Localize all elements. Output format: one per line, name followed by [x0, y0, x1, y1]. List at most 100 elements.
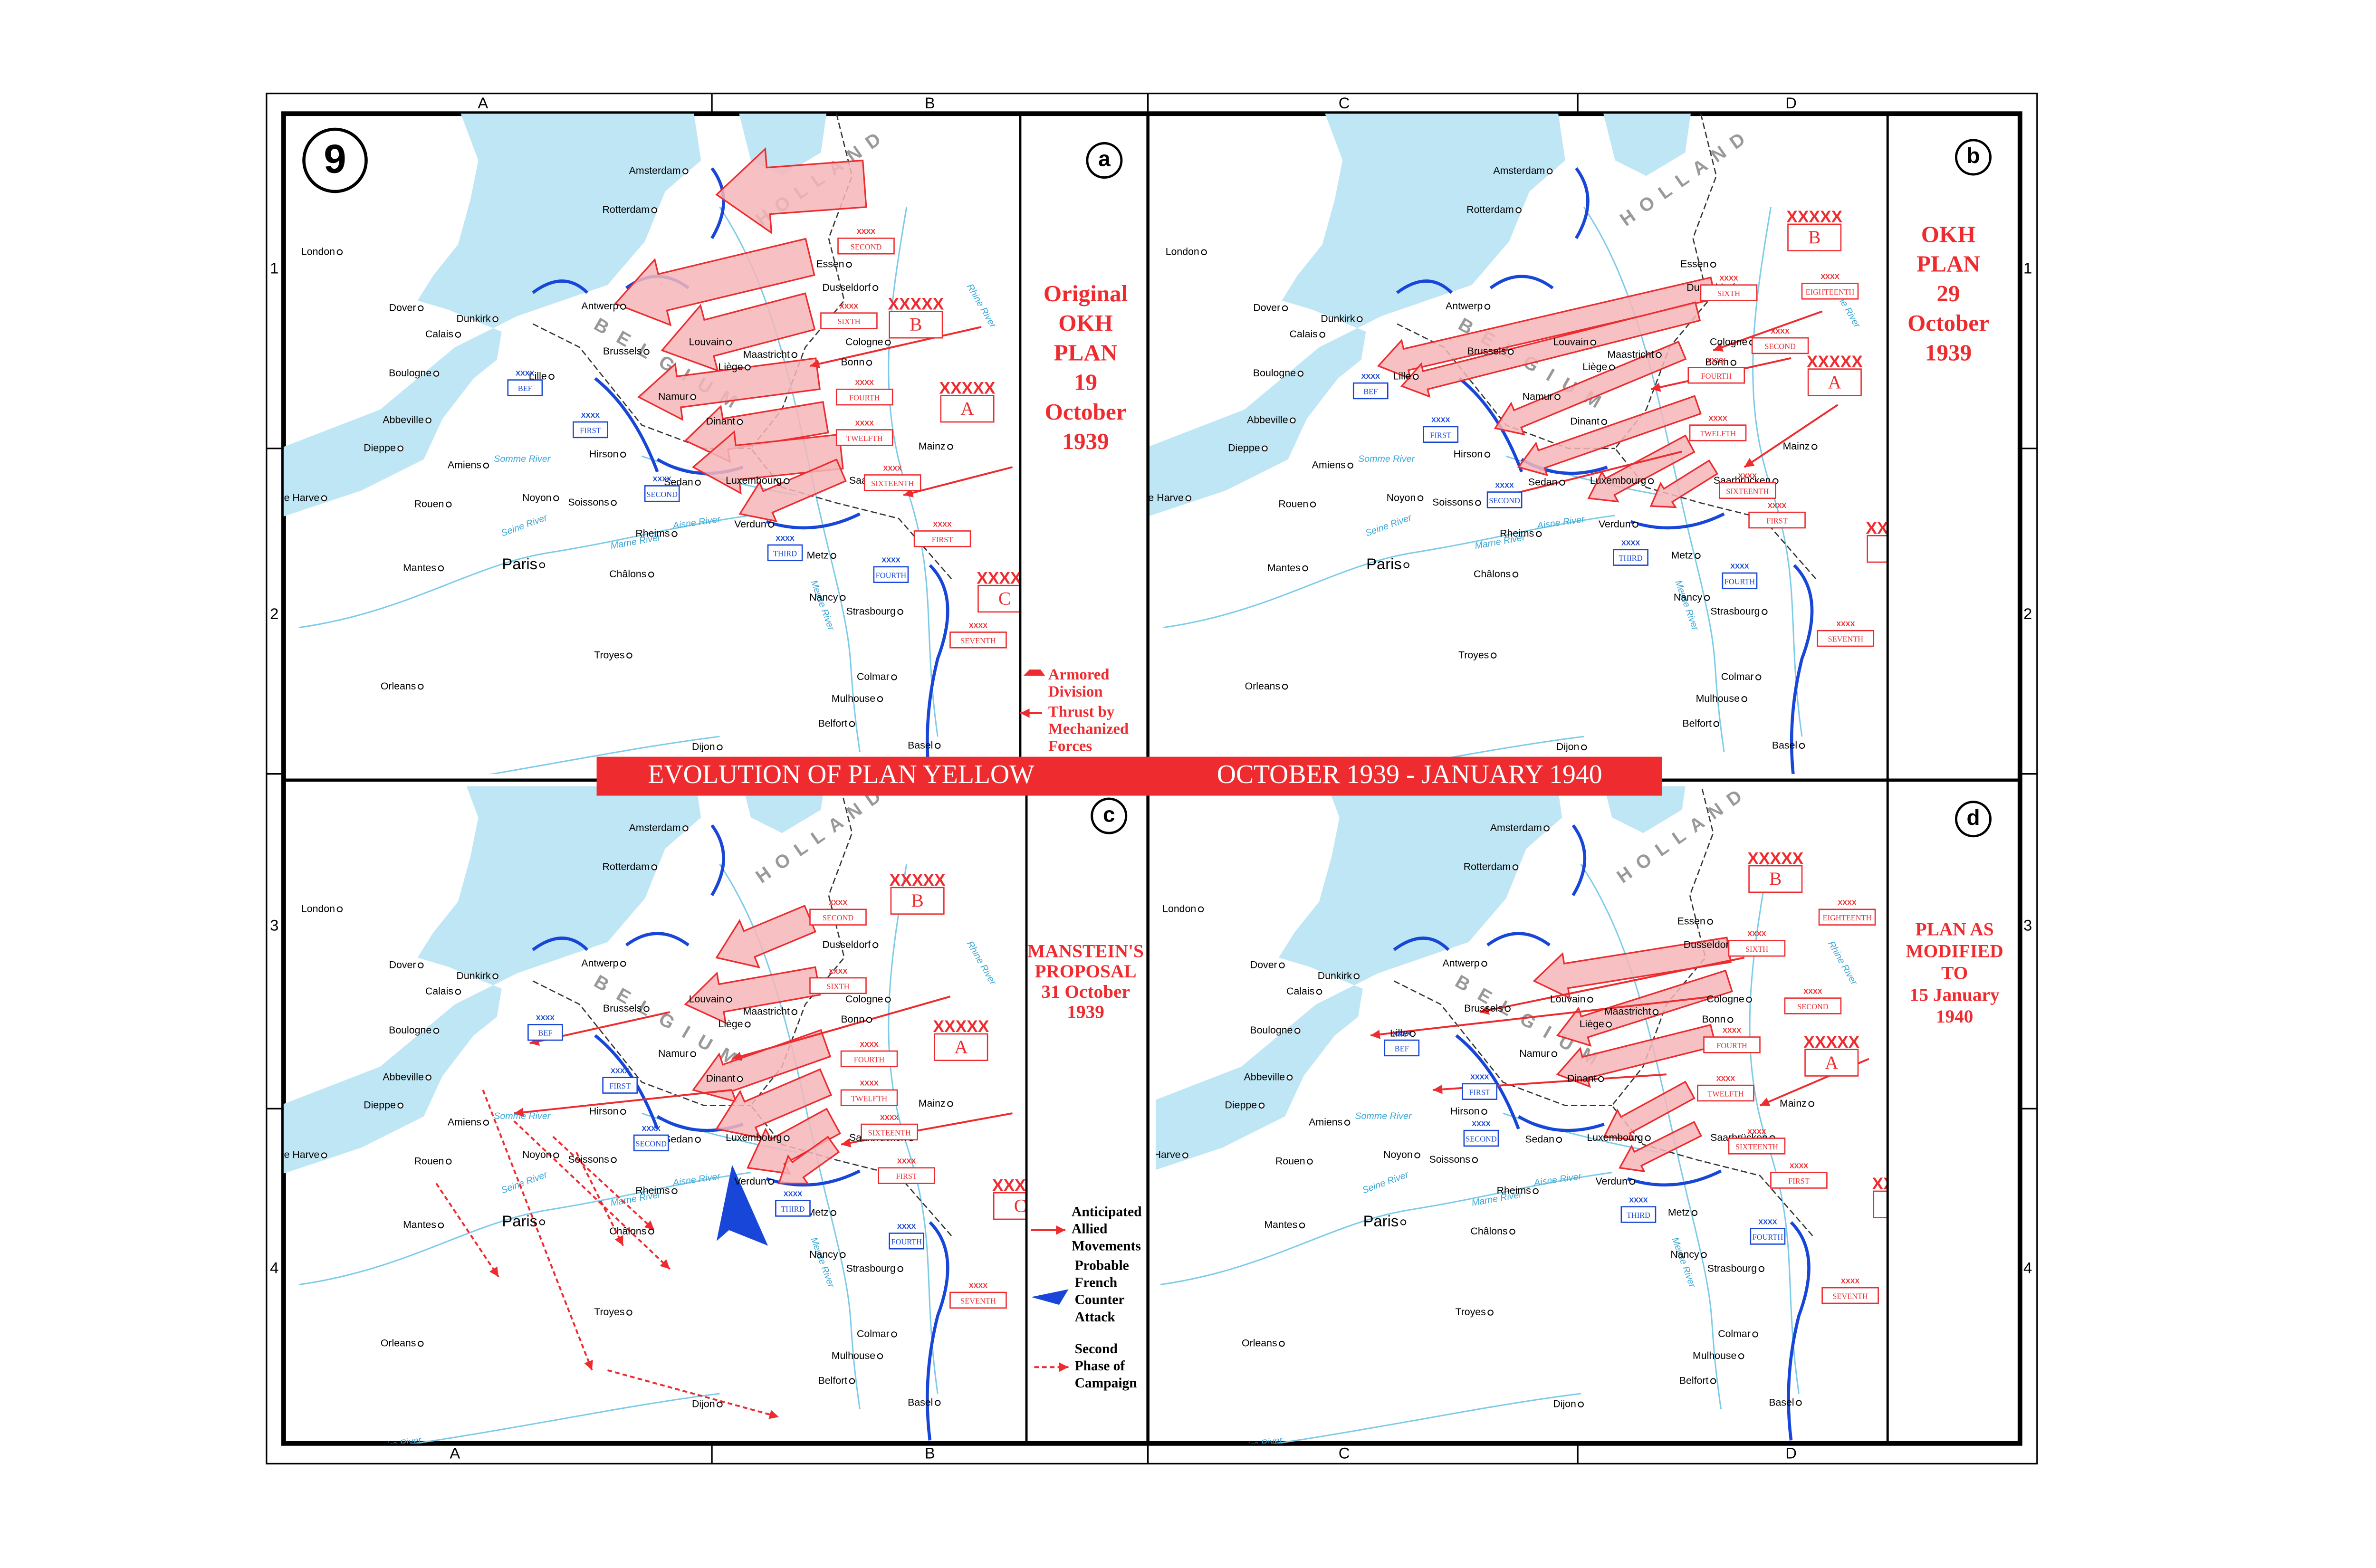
- legend-label: Second: [1075, 1341, 1118, 1357]
- city-marker: [1601, 419, 1608, 425]
- allied-front: [1458, 377, 1523, 473]
- unit-name: FOURTH: [1753, 1233, 1783, 1242]
- city-label: Calais: [1286, 985, 1314, 997]
- thrust-arrow: [684, 966, 821, 1024]
- city-marker: [553, 495, 559, 501]
- plan-caption: 1939: [1067, 1001, 1104, 1022]
- city-label: Cologne: [845, 993, 883, 1004]
- unit-name: FIRST: [1766, 516, 1788, 526]
- allied-front: [926, 564, 949, 774]
- movement-line: [575, 1152, 624, 1246]
- city-marker: [897, 1266, 903, 1272]
- city-label: Belfort: [1679, 1375, 1709, 1386]
- city-label: Dinant: [1570, 416, 1600, 427]
- city-label: Amsterdam: [629, 165, 681, 176]
- unit-name: TWELFTH: [851, 1094, 888, 1103]
- city-marker: [1656, 352, 1662, 358]
- city-label: Liège: [718, 361, 743, 373]
- unit-box: [809, 977, 867, 994]
- movement-line: [1495, 450, 1683, 499]
- city-marker: [1710, 1378, 1716, 1384]
- city-label: Calais: [1290, 328, 1318, 340]
- river: [489, 736, 720, 774]
- city-label: Orleans: [1245, 680, 1281, 692]
- unit-echelon: XXXXX: [939, 379, 996, 398]
- unit-echelon: XXXX: [1470, 1074, 1489, 1081]
- unit-echelon: XXXXX: [992, 1176, 1048, 1195]
- city-label: Châlons: [1474, 568, 1511, 580]
- thrust-arrow: [715, 1068, 833, 1139]
- city-label: Noyon: [522, 1149, 552, 1160]
- city-marker: [885, 996, 891, 1003]
- unit-echelon: XXXX: [1836, 621, 1855, 628]
- arrowhead: [514, 1108, 524, 1117]
- city-label: Bonn: [841, 356, 864, 368]
- city-marker: [1299, 1222, 1305, 1229]
- unit-box: [873, 566, 909, 583]
- city-marker: [1609, 364, 1615, 371]
- city-marker: [1297, 371, 1304, 377]
- city-label: Paris: [502, 555, 537, 573]
- unit-box: [1728, 940, 1786, 957]
- legend-label: Campaign: [1075, 1376, 1137, 1391]
- city-label: Bonn: [1705, 356, 1729, 368]
- city-label: Noyon: [1387, 492, 1416, 503]
- map-number-circle: [302, 127, 368, 193]
- unit-box: [1463, 1129, 1499, 1147]
- city-label: Dunkirk: [457, 970, 491, 981]
- legend-label: Phase of: [1075, 1358, 1126, 1374]
- unit-box: [993, 1192, 1027, 1220]
- thrust-arrow: [661, 292, 816, 372]
- unit-box: [934, 1033, 988, 1061]
- city-marker: [1487, 1310, 1494, 1316]
- city-label: Orleans: [1242, 1338, 1277, 1349]
- unit-name: SIXTEENTH: [868, 1128, 911, 1137]
- city-label: Orleans: [381, 1338, 416, 1349]
- city-marker: [768, 1179, 774, 1185]
- city-marker: [539, 1219, 546, 1225]
- unit-name: B: [1808, 227, 1820, 248]
- city-marker: [745, 1022, 751, 1028]
- legend-label: Probable: [1075, 1258, 1129, 1273]
- unit-name: EIGHTEENTH: [1806, 287, 1855, 296]
- city-marker: [1290, 417, 1296, 424]
- river-label: Somme River: [1355, 1111, 1412, 1121]
- plan-caption: October: [1045, 399, 1127, 425]
- unit-box: [889, 1233, 925, 1250]
- city-label: Louvain: [1553, 336, 1589, 348]
- unit-name: SIXTEENTH: [1735, 1142, 1778, 1151]
- panel-letter: a: [1098, 146, 1111, 171]
- legend-label: Attack: [1075, 1310, 1116, 1325]
- unit-echelon: XXXX: [1747, 930, 1766, 938]
- unit-echelon: XXXX: [1771, 328, 1789, 335]
- city-marker: [1302, 565, 1308, 572]
- map-number: 9: [324, 136, 346, 182]
- city-label: Bonn: [1702, 1013, 1726, 1025]
- unit-box: [1486, 491, 1523, 508]
- city-label: Maastricht: [1604, 1006, 1651, 1017]
- city-label: Luxembourg: [1587, 1132, 1643, 1143]
- panel-letter: b: [1966, 143, 1980, 168]
- city-label: Nancy: [809, 592, 838, 603]
- unit-name: SEVENTH: [1832, 1292, 1868, 1301]
- unit-box: [840, 1050, 898, 1068]
- unit-name: A: [960, 398, 974, 419]
- city-marker: [737, 1076, 743, 1082]
- city-label: Calais: [425, 985, 453, 997]
- arrowhead: [1059, 1362, 1069, 1372]
- unit-echelon: XXXX: [881, 557, 900, 564]
- city-marker: [1799, 743, 1805, 749]
- unit-box: [767, 544, 803, 562]
- city-label: Amiens: [448, 459, 481, 470]
- city-marker: [1316, 989, 1322, 995]
- city-marker: [1344, 1119, 1351, 1126]
- unit-echelon: XXXX: [653, 476, 671, 483]
- city-marker: [626, 1310, 632, 1316]
- unit-box: [633, 1134, 669, 1152]
- river: [1163, 515, 1615, 629]
- city-label: Namur: [658, 1048, 689, 1059]
- panel-letter-circle: [1954, 801, 1992, 838]
- city-marker: [643, 349, 650, 355]
- city-marker: [553, 1152, 559, 1158]
